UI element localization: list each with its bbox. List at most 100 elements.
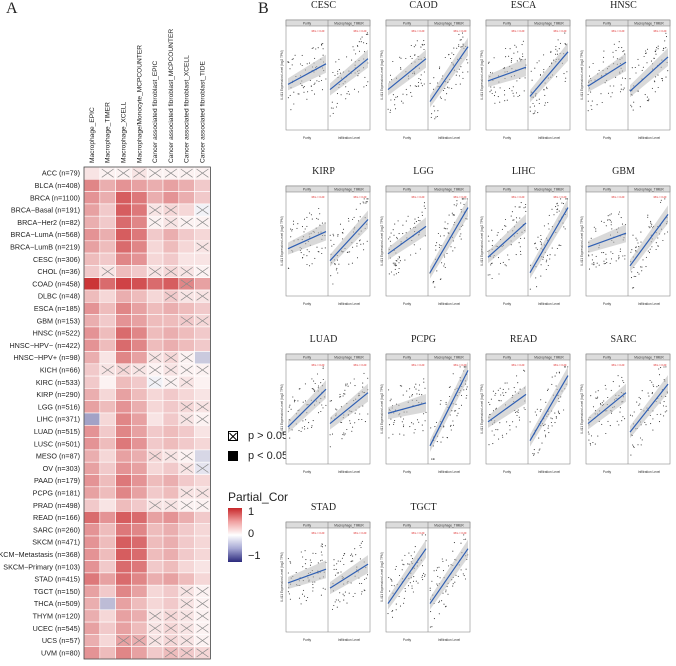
scatter-point (390, 579, 393, 581)
heatmap-cell (131, 277, 148, 291)
x-axis-label: Infiltration Level (338, 302, 361, 306)
scatter-point (663, 366, 665, 368)
scatter-point (665, 36, 668, 38)
scatter-point (396, 236, 398, 238)
scatter-point (336, 102, 338, 104)
confidence-band (288, 380, 326, 433)
scatter-point (665, 405, 667, 407)
scatter-point (331, 608, 334, 610)
scatter-point (322, 587, 324, 589)
scatter-point (420, 79, 422, 81)
row-label: LGG (n=516) (38, 402, 80, 411)
regression-line (429, 548, 469, 604)
scatter-point (463, 389, 465, 391)
scatter-point (333, 559, 335, 561)
scatter-point (322, 378, 324, 381)
scatter-point (394, 99, 396, 101)
scatter-point (633, 275, 635, 277)
scatter-point (360, 38, 362, 40)
scatter-point (606, 262, 608, 264)
scatter-point (337, 73, 339, 75)
scatter-point (355, 53, 357, 55)
scatter-point (339, 592, 341, 594)
scatter-point (421, 565, 424, 567)
scatter-point (518, 242, 520, 244)
scatter-point (452, 550, 454, 552)
facet-strip-label: Macrophage_TIMER (534, 356, 564, 360)
scatter-point (357, 45, 359, 47)
nonsignificant-cross-mark (164, 623, 178, 633)
scatter-point (658, 385, 660, 387)
scatter-point (353, 378, 355, 380)
scatter-point (352, 46, 354, 48)
facet-strip-label: Macrophage_TIMER (334, 188, 364, 192)
scatter-point (657, 74, 659, 76)
scatter-point (631, 287, 634, 289)
scatter-point (600, 220, 603, 222)
scatter-point (418, 393, 420, 395)
scatter-point (449, 414, 451, 416)
nonsignificant-cross-mark (196, 636, 209, 645)
scatter-point (631, 249, 633, 251)
scatter-point (423, 83, 425, 85)
scatter-point (536, 248, 538, 250)
scatter-point (322, 43, 324, 45)
scatter-point (638, 396, 640, 398)
heatmap-cell (162, 228, 180, 242)
scatter-point (502, 388, 504, 390)
heatmap-cell (99, 375, 116, 389)
scatter-point (556, 247, 558, 250)
scatter-point (543, 225, 545, 227)
scatter-point (319, 75, 321, 77)
row-label: KICH (n=66) (40, 365, 80, 374)
row-label: HNSC−HPV− (n=422) (9, 341, 80, 350)
scatter-point (421, 394, 423, 396)
scatter-point (302, 401, 304, 403)
scatter-point (456, 71, 458, 73)
scatter-point (296, 227, 298, 229)
scatter-point (592, 62, 594, 65)
scatter-point (402, 563, 404, 565)
heatmap-cell (99, 301, 116, 315)
scatter-point (302, 87, 304, 89)
scatter-point (443, 263, 446, 265)
scatter-point (300, 603, 302, 605)
scatter-point (506, 421, 508, 423)
scatter-point (444, 56, 446, 59)
scatter-point (441, 600, 443, 602)
scatter-point (588, 439, 590, 441)
scatter-point (619, 407, 621, 409)
scatter-point (664, 40, 666, 42)
scatter-point (522, 53, 524, 55)
scatter-point (635, 275, 637, 278)
scatter-point (565, 77, 567, 79)
scatter-point (292, 396, 294, 398)
scatter-point (442, 592, 444, 594)
regression-line (329, 219, 369, 262)
heatmap-cell (194, 572, 211, 586)
scatter-point (347, 217, 350, 220)
scatter-point (463, 538, 465, 541)
cor-tick-low: −1 (248, 550, 261, 562)
scatter-point (399, 605, 402, 607)
scatter-point (398, 233, 400, 235)
scatter-point (522, 56, 524, 58)
scatter-point (436, 270, 438, 272)
confidence-band (630, 375, 668, 439)
scatter-point (322, 407, 324, 409)
heatmap-cell (194, 449, 211, 463)
scatter-point (399, 433, 401, 435)
scatter-point (604, 262, 606, 265)
confidence-band (388, 49, 426, 96)
y-axis-label: IL411 Expression Level (log2 TPM) (280, 552, 284, 602)
scatter-point (335, 106, 338, 108)
scatter-point (516, 414, 518, 417)
heatmap-cell (131, 449, 148, 463)
scatter-point (390, 418, 392, 420)
nonsignificant-cross-mark (196, 402, 209, 412)
heatmap-cell (99, 474, 116, 488)
heatmap-cell (194, 560, 211, 574)
scatter-point (343, 432, 345, 434)
scatter-point (434, 118, 436, 120)
scatter-point (650, 60, 653, 62)
